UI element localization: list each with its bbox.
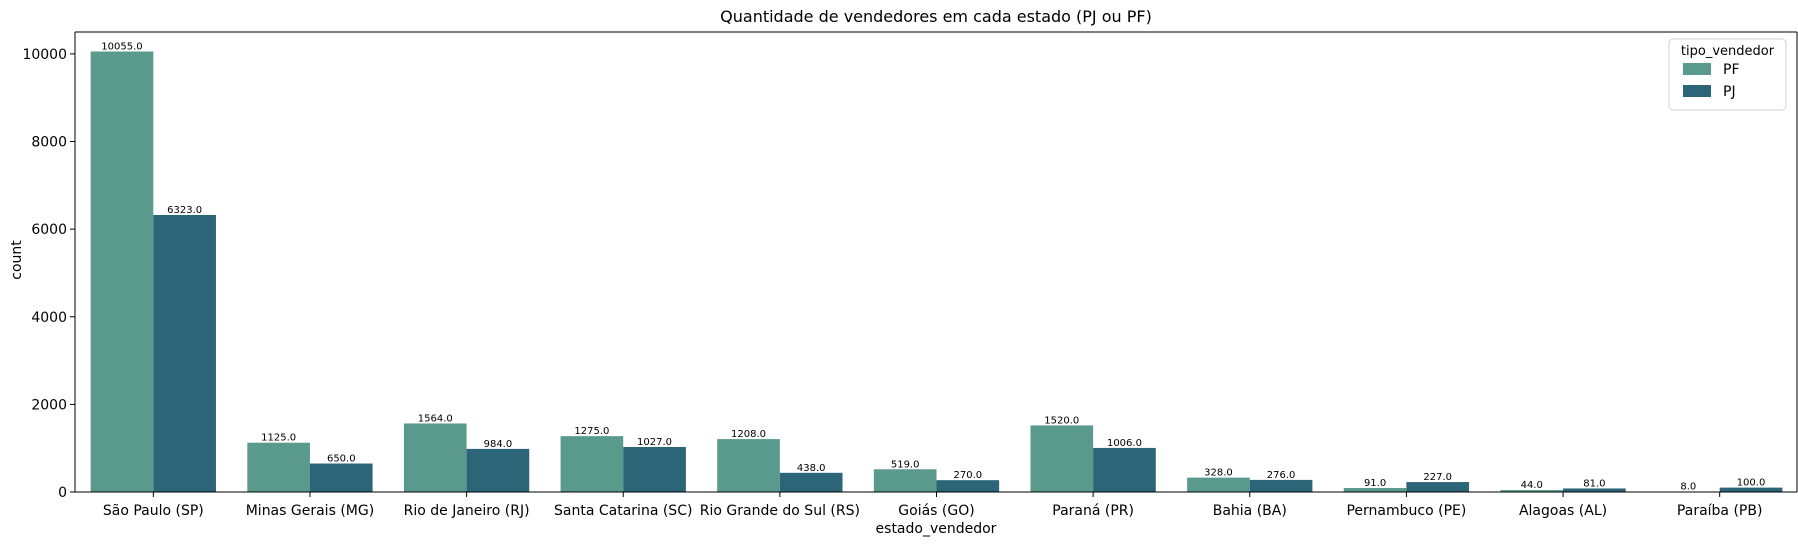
legend: tipo_vendedor PF PJ — [1668, 38, 1787, 111]
data-label: 1125.0 — [261, 433, 296, 444]
data-label: 270.0 — [954, 470, 983, 481]
x-tick-label: Alagoas (AL) — [1519, 503, 1607, 519]
bar-pj — [1093, 447, 1156, 492]
data-label: 8.0 — [1680, 482, 1696, 493]
bar-pj — [936, 480, 1000, 492]
bar-pf — [1030, 425, 1094, 492]
x-tick-label: Paraíba (PB) — [1677, 503, 1763, 519]
bar-pf — [1500, 490, 1564, 492]
x-tick-label: Goiás (GO) — [898, 503, 974, 519]
bar-pj — [153, 214, 216, 493]
data-label: 1520.0 — [1044, 415, 1079, 426]
data-label: 91.0 — [1364, 478, 1386, 489]
bar-pj — [1249, 479, 1313, 492]
bar-pf — [717, 439, 780, 492]
data-label: 438.0 — [797, 463, 826, 474]
bar-pj — [466, 448, 530, 492]
data-label: 1564.0 — [418, 413, 453, 424]
y-tick-label: 0 — [58, 485, 67, 501]
y-axis-label: count — [9, 240, 25, 280]
data-label: 984.0 — [484, 439, 513, 450]
bar-pj — [1719, 487, 1783, 492]
bar-pf — [90, 51, 154, 492]
data-label: 227.0 — [1423, 472, 1452, 483]
bar-pf — [873, 469, 937, 492]
x-tick-label: Rio de Janeiro (RJ) — [404, 503, 530, 519]
x-axis-label: estado_vendedor — [876, 521, 997, 537]
bar-pj — [1563, 488, 1626, 492]
legend-label-pj: PJ — [1723, 84, 1736, 100]
data-label: 44.0 — [1521, 480, 1543, 491]
x-tick-label: Pernambuco (PE) — [1346, 503, 1466, 519]
bar-pf — [247, 442, 310, 492]
data-label: 1027.0 — [637, 437, 672, 448]
plot-area: 10055.0 1125.0 1564.0 1275.0 1208.0 519.0 1520… — [22, 31, 1798, 519]
x-tick-label: Minas Gerais (MG) — [246, 503, 374, 519]
bar-pf — [560, 436, 624, 492]
bar-pj — [309, 463, 373, 492]
data-label: 1006.0 — [1107, 438, 1142, 449]
legend-label-pf: PF — [1723, 62, 1740, 78]
bar-pf — [403, 423, 467, 492]
x-tick-label: Paraná (PR) — [1052, 503, 1134, 519]
data-label: 10055.0 — [101, 42, 142, 53]
bar-pj — [779, 472, 843, 492]
bar-pf — [1343, 488, 1407, 492]
data-label: 328.0 — [1204, 468, 1233, 479]
bar-pj — [1406, 482, 1470, 492]
data-label: 100.0 — [1737, 478, 1766, 489]
x-tick-label: Rio Grande do Sul (RS) — [700, 503, 860, 519]
data-label: 1275.0 — [574, 426, 609, 437]
y-tick-label: 6000 — [31, 222, 67, 238]
x-tick-label: Bahia (BA) — [1213, 503, 1287, 519]
data-label: 6323.0 — [167, 205, 202, 216]
y-tick-label: 10000 — [22, 47, 67, 63]
data-label: 81.0 — [1583, 478, 1605, 489]
y-tick-label: 2000 — [31, 397, 67, 413]
data-label: 276.0 — [1267, 470, 1296, 481]
bar-pj — [623, 447, 686, 492]
legend-title: tipo_vendedor — [1681, 44, 1775, 59]
data-label: 650.0 — [327, 454, 356, 465]
y-tick-label: 8000 — [31, 135, 67, 151]
data-label: 1208.0 — [731, 429, 766, 440]
y-tick-label: 4000 — [31, 310, 67, 326]
x-tick-label: São Paulo (SP) — [103, 503, 204, 519]
legend-swatch-pf — [1683, 63, 1711, 75]
x-tick-label: Santa Catarina (SC) — [554, 503, 692, 519]
bar-pf — [1187, 477, 1250, 492]
chart-title: Quantidade de vendedores em cada estado … — [720, 7, 1152, 26]
legend-swatch-pj — [1683, 85, 1711, 97]
data-label: 519.0 — [891, 459, 920, 470]
